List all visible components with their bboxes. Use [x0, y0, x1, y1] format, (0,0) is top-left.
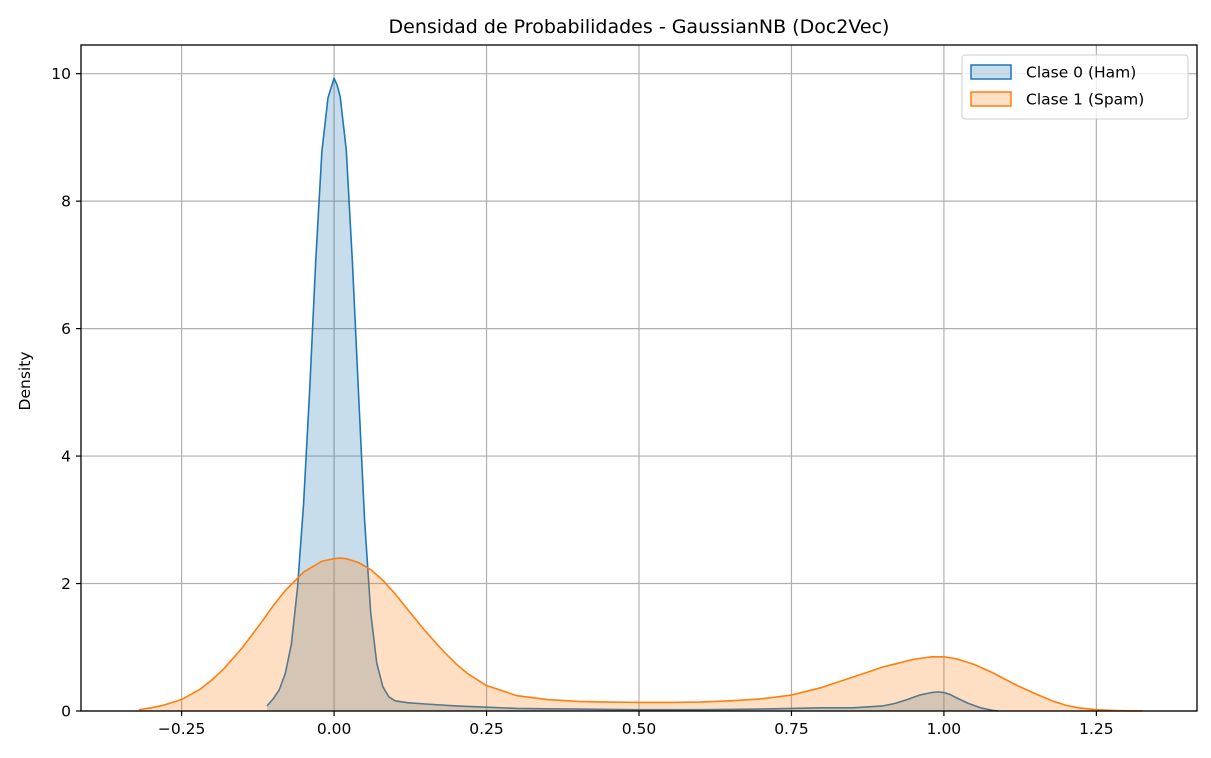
y-axis-label: Density — [16, 352, 34, 411]
x-tick-label: −0.25 — [158, 720, 206, 738]
legend-box — [961, 54, 1189, 120]
y-tick-label: 2 — [61, 575, 71, 593]
y-tick-label: 4 — [61, 448, 71, 466]
grid — [81, 45, 1197, 712]
legend-label-1: Clase 1 (Spam) — [1026, 91, 1144, 109]
series-0-line — [266, 77, 999, 712]
x-axis-ticks: −0.25 0.00 0.25 0.50 0.75 1.00 1.25 — [158, 711, 1114, 738]
legend: Clase 0 (Ham) Clase 1 (Spam) — [961, 54, 1189, 120]
legend-swatch-0 — [970, 64, 1012, 80]
legend-label-0: Clase 0 (Ham) — [1026, 64, 1136, 82]
series-1-fill — [138, 558, 1143, 711]
y-tick-label: 10 — [51, 65, 71, 83]
y-tick-label: 0 — [61, 703, 71, 721]
y-tick-label: 6 — [61, 320, 71, 338]
x-tick-label: 0.75 — [774, 720, 809, 738]
x-tick-label: 1.25 — [1079, 720, 1114, 738]
x-tick-label: 0.25 — [469, 720, 504, 738]
x-tick-label: 0.50 — [622, 720, 657, 738]
series-1-line — [138, 557, 1143, 712]
chart-title: Densidad de Probabilidades - GaussianNB … — [389, 16, 890, 38]
density-areas — [138, 77, 1143, 712]
x-tick-label: 0.00 — [317, 720, 352, 738]
series-0-fill — [267, 78, 999, 711]
legend-swatch-1 — [970, 91, 1012, 107]
y-axis-ticks: 0 2 4 6 8 10 — [51, 65, 81, 721]
y-tick-label: 8 — [61, 193, 71, 211]
x-tick-label: 1.00 — [927, 720, 962, 738]
